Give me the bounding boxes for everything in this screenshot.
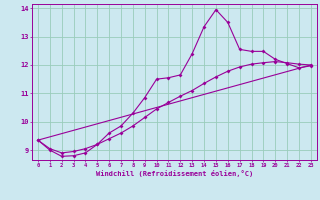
X-axis label: Windchill (Refroidissement éolien,°C): Windchill (Refroidissement éolien,°C) <box>96 170 253 177</box>
